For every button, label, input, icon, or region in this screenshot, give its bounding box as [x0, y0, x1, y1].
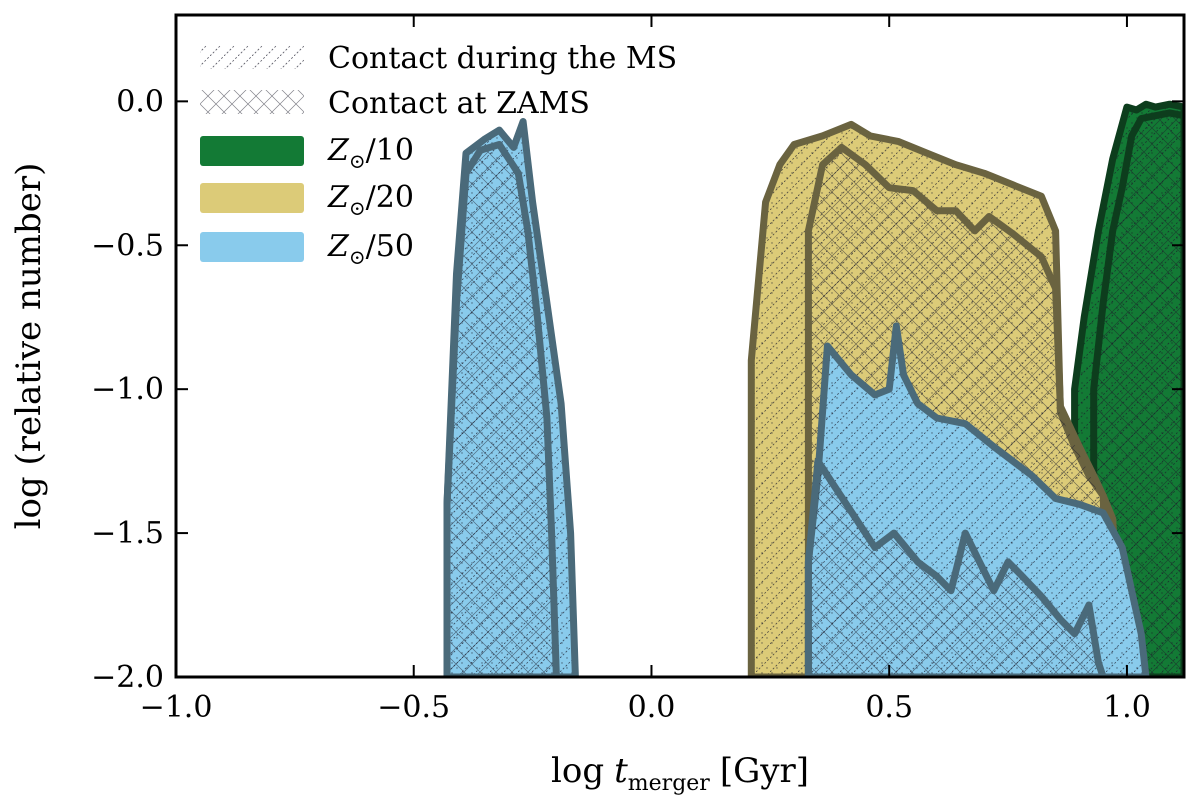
- x-tick-label: 0.5: [865, 690, 913, 725]
- legend-entry-z20: Z⊙/20: [200, 180, 414, 220]
- legend-entry-z10: Z⊙/10: [200, 133, 414, 173]
- x-tick-label: 1.0: [1103, 690, 1151, 725]
- y-axis: 0.0 −0.5 −1.0 −1.5 −2.0: [91, 84, 1184, 695]
- y-tick-label: −1.5: [91, 516, 164, 551]
- x-axis-label-var: t: [614, 751, 628, 791]
- y-tick-label: 0.0: [116, 84, 164, 119]
- x-axis-label: log tmerger [Gyr]: [551, 751, 809, 796]
- x-axis: −1.0 −0.5 0.0 0.5 1.0: [140, 15, 1151, 725]
- legend-label-z50: Z⊙/50: [327, 229, 414, 269]
- legend-swatch-ms: [200, 45, 304, 69]
- sun-symbol-icon: ⊙: [349, 245, 366, 269]
- series-layer: [443, 100, 1184, 677]
- x-tick-label: −0.5: [377, 690, 450, 725]
- sun-symbol-icon: ⊙: [349, 149, 366, 173]
- x-tick-label: −1.0: [140, 690, 213, 725]
- legend: Contact during the MS Contact at ZAMS Z⊙…: [200, 41, 677, 269]
- series-z50-left-zams: [443, 141, 560, 677]
- legend-entry-z50: Z⊙/50: [200, 229, 414, 269]
- sun-symbol-icon: ⊙: [349, 196, 366, 220]
- legend-entry-ms: Contact during the MS: [200, 41, 677, 76]
- legend-entry-zams: Contact at ZAMS: [200, 86, 590, 121]
- y-tick-label: −2.0: [91, 660, 164, 695]
- plot-frame: [174, 13, 1186, 679]
- legend-swatch-z10: [200, 136, 304, 166]
- y-tick-label: −1.0: [91, 372, 164, 407]
- y-axis-label: log (relative number): [9, 163, 49, 530]
- legend-label-ms: Contact during the MS: [328, 41, 677, 76]
- x-axis-label-unit: [Gyr]: [720, 751, 809, 791]
- x-axis-label-sub: merger: [628, 771, 711, 796]
- legend-swatch-z20: [200, 183, 304, 213]
- legend-label-z20: Z⊙/20: [327, 180, 414, 220]
- legend-swatch-z50: [200, 232, 304, 262]
- legend-swatch-zams: [200, 90, 304, 114]
- legend-label-z10: Z⊙/10: [327, 133, 414, 173]
- x-axis-label-main: log: [551, 751, 604, 791]
- x-tick-label: 0.0: [628, 690, 676, 725]
- series-z50-right-zams: [804, 457, 1107, 677]
- y-tick-label: −0.5: [91, 228, 164, 263]
- legend-label-zams: Contact at ZAMS: [328, 86, 590, 121]
